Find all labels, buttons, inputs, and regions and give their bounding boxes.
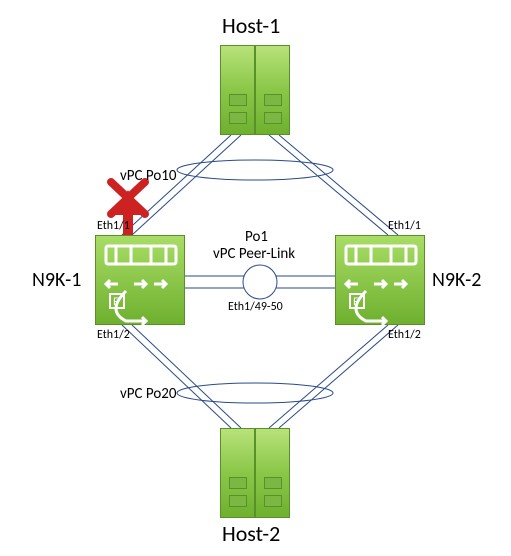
- n9k1-label: N9K-1: [32, 268, 81, 292]
- n9k2-label: N9K-2: [432, 268, 481, 292]
- svg-text:P: P: [353, 296, 360, 308]
- link-failure-mark: [111, 182, 145, 214]
- eth11-right-label: Eth1/1: [388, 219, 421, 233]
- host1-label: Host-1: [222, 12, 280, 39]
- eth11-left-label: Eth1/1: [97, 219, 130, 233]
- vpc10-label: vPC Po10: [120, 167, 176, 185]
- host2-node: [220, 428, 290, 518]
- n9k1-node: P: [95, 235, 185, 325]
- eth12-right-label: Eth1/2: [388, 328, 421, 342]
- vpc20-label: vPC Po20: [120, 385, 176, 403]
- svg-text:P: P: [113, 296, 120, 308]
- n9k2-node: P: [335, 235, 425, 325]
- eth12-left-label: Eth1/2: [97, 328, 130, 342]
- host1-node: [220, 45, 290, 135]
- peer-if-label: Eth1/49-50: [228, 300, 283, 314]
- po1-label-line2: vPC Peer-Link: [213, 245, 295, 263]
- host2-label: Host-2: [222, 520, 280, 547]
- po1-label-line1: Po1: [245, 228, 268, 246]
